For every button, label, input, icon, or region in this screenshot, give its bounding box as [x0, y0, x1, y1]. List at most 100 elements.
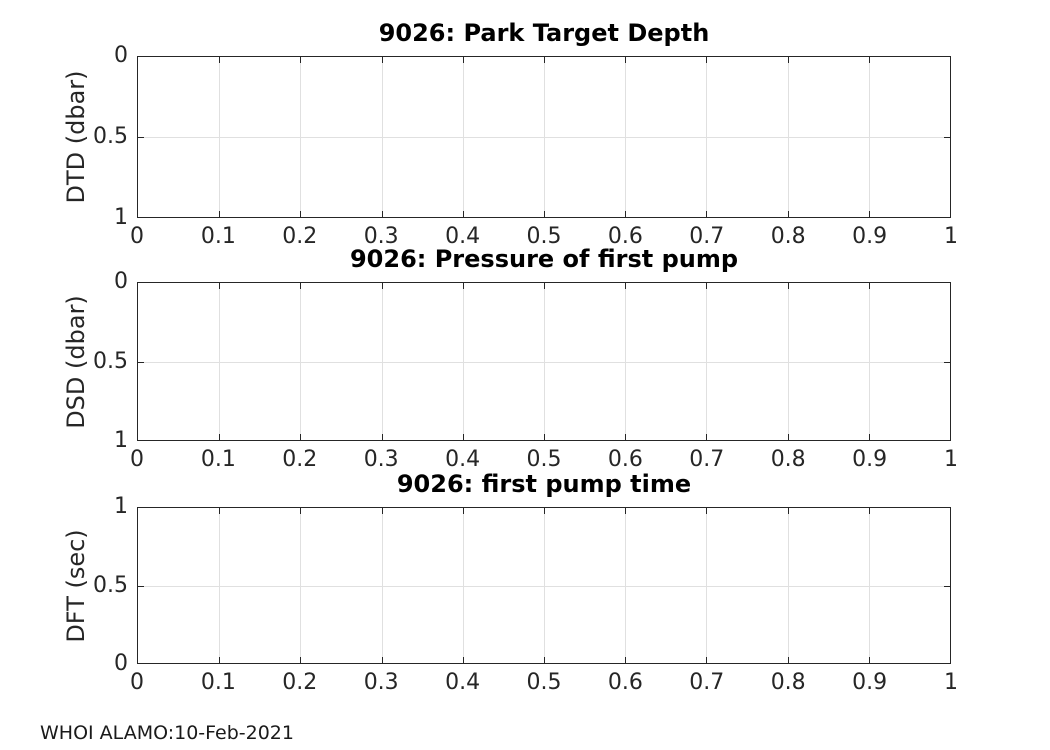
y-tick-label: 0.5	[93, 572, 128, 598]
x-tick-mark-bottom	[787, 434, 789, 440]
x-tick-label: 0	[130, 447, 144, 472]
y-axis-tick-labels: 1 0.5 0	[38, 494, 128, 675]
y-tick-mark-left	[138, 137, 144, 138]
x-tick-label: 0.1	[200, 670, 236, 695]
x-tick-mark-bottom	[544, 434, 545, 440]
x-tick-mark-bottom	[381, 434, 383, 440]
x-tick-mark-top	[625, 508, 627, 514]
x-tick-mark-bottom	[868, 657, 870, 663]
x-tick-mark-top	[625, 283, 627, 289]
x-tick-mark-top	[787, 57, 789, 63]
x-tick-mark-top	[868, 283, 870, 289]
y-tick-mark-left	[138, 585, 144, 587]
plot-area	[137, 56, 951, 218]
x-tick-label: 0.5	[526, 447, 562, 472]
x-tick-mark-top	[381, 508, 383, 514]
x-axis-tick-labels: 0 0.1 0.2 0.3 0.4 0.5 0.6 0.7 0.8 0.9 1	[130, 447, 958, 475]
x-tick-mark-top	[300, 508, 302, 514]
x-tick-label: 0.5	[526, 224, 562, 249]
x-tick-label: 0.7	[689, 224, 725, 249]
x-tick-mark-top	[219, 57, 221, 63]
y-axis-tick-labels: 0 0.5 1	[38, 269, 128, 452]
x-tick-label: 0.3	[363, 670, 399, 695]
x-tick-mark-top	[462, 508, 464, 514]
x-tick-mark-bottom	[219, 657, 221, 663]
x-tick-mark-top	[300, 283, 302, 289]
x-tick-mark-bottom	[868, 434, 870, 440]
x-tick-mark-top	[787, 283, 789, 289]
x-tick-label: 0.5	[526, 670, 562, 695]
x-tick-label: 0.8	[770, 447, 806, 472]
y-tick-label: 0.5	[93, 123, 128, 149]
gridline-horizontal	[138, 137, 950, 138]
x-tick-mark-bottom	[300, 657, 302, 663]
x-tick-mark-bottom	[787, 657, 789, 663]
x-tick-mark-top	[787, 508, 789, 514]
chart-title: 9026: first pump time	[396, 470, 692, 498]
y-tick-mark-right	[944, 585, 950, 587]
x-tick-mark-bottom	[462, 434, 464, 440]
y-tick-label: 0.5	[93, 348, 128, 374]
x-tick-mark-bottom	[219, 434, 221, 440]
x-tick-mark-top	[868, 57, 870, 63]
x-tick-mark-bottom	[787, 211, 789, 217]
x-tick-mark-top	[706, 508, 708, 514]
x-tick-mark-bottom	[868, 211, 870, 217]
x-tick-mark-top	[706, 57, 708, 63]
figure-footer-text: WHOI ALAMO:10-Feb-2021	[40, 722, 294, 744]
x-tick-mark-top	[706, 283, 708, 289]
x-tick-mark-top	[462, 283, 464, 289]
y-tick-mark-right	[944, 361, 950, 363]
plot-area	[137, 507, 951, 664]
x-tick-mark-bottom	[300, 434, 302, 440]
y-tick-label: 1	[114, 493, 128, 519]
x-tick-label: 0.9	[852, 447, 888, 472]
x-tick-label: 1	[944, 224, 958, 249]
x-tick-label: 0.9	[852, 224, 888, 249]
gridline-horizontal	[138, 361, 950, 363]
x-tick-mark-top	[544, 508, 545, 514]
y-tick-label: 1	[114, 427, 128, 453]
x-tick-label: 0.7	[689, 670, 725, 695]
x-axis-tick-labels: 0 0.1 0.2 0.3 0.4 0.5 0.6 0.7 0.8 0.9 1	[130, 670, 958, 698]
x-tick-label: 0.2	[282, 447, 318, 472]
x-tick-label: 0.4	[445, 447, 481, 472]
y-tick-mark-right	[944, 137, 950, 138]
x-tick-mark-top	[544, 283, 545, 289]
x-tick-label: 0.4	[445, 670, 481, 695]
x-axis-tick-labels: 0 0.1 0.2 0.3 0.4 0.5 0.6 0.7 0.8 0.9 1	[130, 224, 958, 252]
x-tick-label: 0.2	[282, 224, 318, 249]
x-tick-mark-top	[544, 57, 545, 63]
x-tick-mark-top	[868, 508, 870, 514]
x-tick-mark-bottom	[462, 211, 464, 217]
x-tick-label: 0.1	[200, 224, 236, 249]
chart-title: 9026: Pressure of first pump	[349, 245, 739, 273]
y-tick-label: 0	[114, 650, 128, 676]
y-tick-label: 0	[114, 42, 128, 68]
y-tick-label: 1	[114, 204, 128, 230]
x-tick-label: 0	[130, 670, 144, 695]
y-axis-tick-labels: 0 0.5 1	[38, 43, 128, 229]
x-tick-mark-top	[381, 57, 383, 63]
plot-area	[137, 282, 951, 441]
x-tick-mark-bottom	[706, 211, 708, 217]
y-tick-mark-left	[138, 361, 144, 363]
x-tick-mark-bottom	[462, 657, 464, 663]
x-tick-label: 0	[130, 224, 144, 249]
x-tick-mark-top	[625, 57, 627, 63]
x-tick-label: 0.6	[607, 670, 643, 695]
x-tick-label: 0.6	[607, 447, 643, 472]
x-tick-label: 0.4	[445, 224, 481, 249]
x-tick-label: 1	[944, 447, 958, 472]
x-tick-mark-bottom	[381, 211, 383, 217]
gridline-horizontal	[138, 585, 950, 587]
x-tick-label: 1	[944, 670, 958, 695]
x-tick-label: 0.1	[200, 447, 236, 472]
chart-title: 9026: Park Target Depth	[378, 19, 710, 47]
x-tick-mark-bottom	[625, 211, 627, 217]
x-tick-mark-bottom	[219, 211, 221, 217]
x-tick-mark-top	[381, 283, 383, 289]
x-tick-mark-top	[300, 57, 302, 63]
x-tick-label: 0.2	[282, 670, 318, 695]
